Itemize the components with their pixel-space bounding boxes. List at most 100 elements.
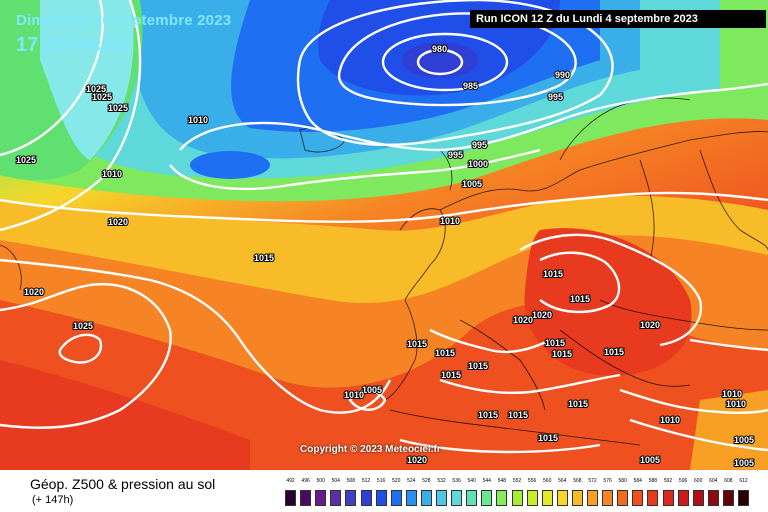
scale-tick-label: 492 [286,478,295,484]
scale-tick-label: 592 [663,478,673,484]
scale-swatch [481,490,493,506]
isobar-label: 1015 [407,339,427,349]
isobar-label: 1015 [441,370,461,380]
isobar-label: 1025 [108,103,128,113]
scale-swatch [451,490,463,506]
scale-swatch [330,490,342,506]
isobar-label: 1025 [73,321,93,331]
isobar-label: 1015 [570,294,590,304]
isobar-label: 985 [463,81,478,91]
scale-swatch [285,490,296,506]
isobar-label: 1005 [734,435,754,445]
scale-swatch [722,490,734,506]
scale-swatch [420,490,432,506]
scale-tick-label: 504 [331,478,340,484]
scale-tick-label: 564 [558,478,567,484]
isobar-label: 1010 [188,115,208,125]
isobar-label: 1015 [604,347,624,357]
isobar-label: 995 [448,150,463,160]
isobar-label: 1000 [468,159,488,169]
scale-tick-label: 556 [527,478,537,484]
scale-tick-label: 516 [376,478,386,484]
isobar-label: 1010 [660,415,680,425]
scale-swatch [617,490,629,506]
scale-swatch [662,490,674,506]
forecast-date: Dimanche 10 septembre 2023 [16,12,232,29]
scale-swatch [587,490,598,506]
scale-swatch [602,490,614,506]
color-scale: 492 496 500 504 508 512 516 520 524 528 532 536 540 5… [285,478,753,508]
scale-swatch [647,490,659,506]
scale-tick-label: 572 [588,478,597,484]
isobar-label: 1015 [538,433,558,443]
isobar-label: 1015 [552,349,572,359]
isobar-label: 1015 [568,399,588,409]
scale-tick-label: 560 [543,478,552,484]
isobar-label: 1005 [462,179,482,189]
scale-tick-label: 552 [512,478,522,484]
isobar-label: 1015 [543,269,563,279]
scale-tick-label: 544 [482,478,491,484]
scale-swatch [375,490,387,506]
scale-tick-label: 540 [467,478,476,484]
scale-swatch [571,490,583,506]
scale-swatch [692,490,704,506]
scale-swatch [541,490,553,506]
scale-tick-label: 500 [316,478,325,484]
legend-title: Géop. Z500 & pression au sol [30,476,216,492]
scale-tick-label: 536 [452,478,461,484]
scale-tick-label: 512 [361,478,371,484]
isobar-label: 1015 [545,338,565,348]
isobar-label: 1015 [478,410,498,420]
scale-swatch [677,490,689,506]
scale-swatch [405,490,417,506]
scale-tick-label: 604 [709,478,718,484]
scale-swatch [360,490,372,506]
isobar-label: 995 [548,92,563,102]
isobar-label: 980 [432,44,447,54]
scale-swatch [526,490,538,506]
isobar-label: 1015 [468,361,488,371]
isobar-label: 1020 [532,310,552,320]
scale-swatch [466,490,478,506]
weather-map: 980 985 990 995 995 995 1000 1005 1010 1… [0,0,768,470]
run-info-banner: Run ICON 12 Z du Lundi 4 septembre 2023 [470,10,766,28]
isobar-label: 1005 [362,385,382,395]
scale-tick-label: 496 [301,478,310,484]
isobar-label: 1010 [726,399,746,409]
scale-swatch [632,490,644,506]
isobar-label: 1020 [513,315,533,325]
scale-tick-label: 608 [724,478,733,484]
scale-tick-label: 548 [497,478,507,484]
scale-tick-label: 600 [694,478,703,484]
isobar-label: 1015 [435,348,455,358]
isobar-label: 1020 [407,455,427,465]
isobar-label: 1015 [254,253,274,263]
scale-swatch [738,490,749,506]
isobar-label: 1020 [24,287,44,297]
scale-tick-label: 588 [648,478,658,484]
scale-swatch [436,490,447,506]
scale-swatch [707,490,719,506]
scale-tick-label: 528 [422,478,431,484]
isobar-label: 1020 [108,217,128,227]
scale-swatch [390,490,402,506]
copyright-text: Copyright © 2023 Meteociel.fr [300,444,441,455]
map-canvas: 980 985 990 995 995 995 1000 1005 1010 1… [0,0,768,470]
isobar-label: 1010 [722,389,742,399]
isobar-label: 1010 [344,390,364,400]
isobar-label: 1010 [102,169,122,179]
isobar-label: 1025 [16,155,36,165]
scale-tick-label: 568 [573,478,582,484]
scale-swatch [315,490,327,506]
isobar-label: 990 [555,70,570,80]
isobar-label: 995 [472,140,487,150]
scale-tick-label: 596 [678,478,688,484]
isobar-label: 1010 [440,216,460,226]
scale-tick-label: 612 [739,478,748,484]
scale-tick-label: 532 [437,478,446,484]
scale-tick-label: 520 [392,478,401,484]
isobar-label: 1025 [86,84,106,94]
isobar-label: 1005 [640,455,660,465]
